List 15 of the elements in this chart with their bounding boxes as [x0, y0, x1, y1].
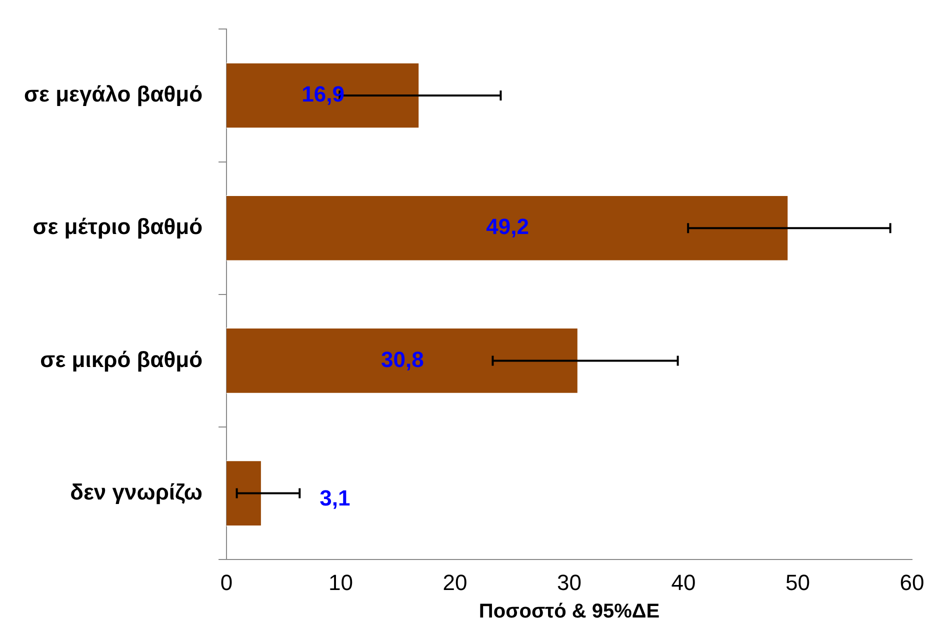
data-label: 49,2 — [486, 214, 529, 240]
x-tick-label: 50 — [786, 570, 810, 595]
x-tick-label: 20 — [442, 570, 468, 595]
data-label: 30,8 — [381, 346, 424, 372]
y-tick-label: σε μέτριο βαθμό — [32, 214, 203, 240]
y-tick-label: δεν γνωρίζω — [70, 479, 203, 504]
x-tick-label: 40 — [671, 570, 696, 595]
y-tick-label: σε μικρό βαθμό — [40, 346, 203, 372]
x-axis-title: Ποσοστό & 95%ΔΕ — [478, 600, 660, 623]
y-tick-label: σε μεγάλο βαθμό — [24, 82, 203, 107]
x-tick-label: 10 — [328, 570, 354, 595]
x-tick-label: 0 — [220, 570, 233, 595]
data-label: 3,1 — [320, 485, 350, 510]
x-tick-label: 60 — [900, 570, 924, 595]
x-tick-label: 30 — [557, 570, 582, 595]
